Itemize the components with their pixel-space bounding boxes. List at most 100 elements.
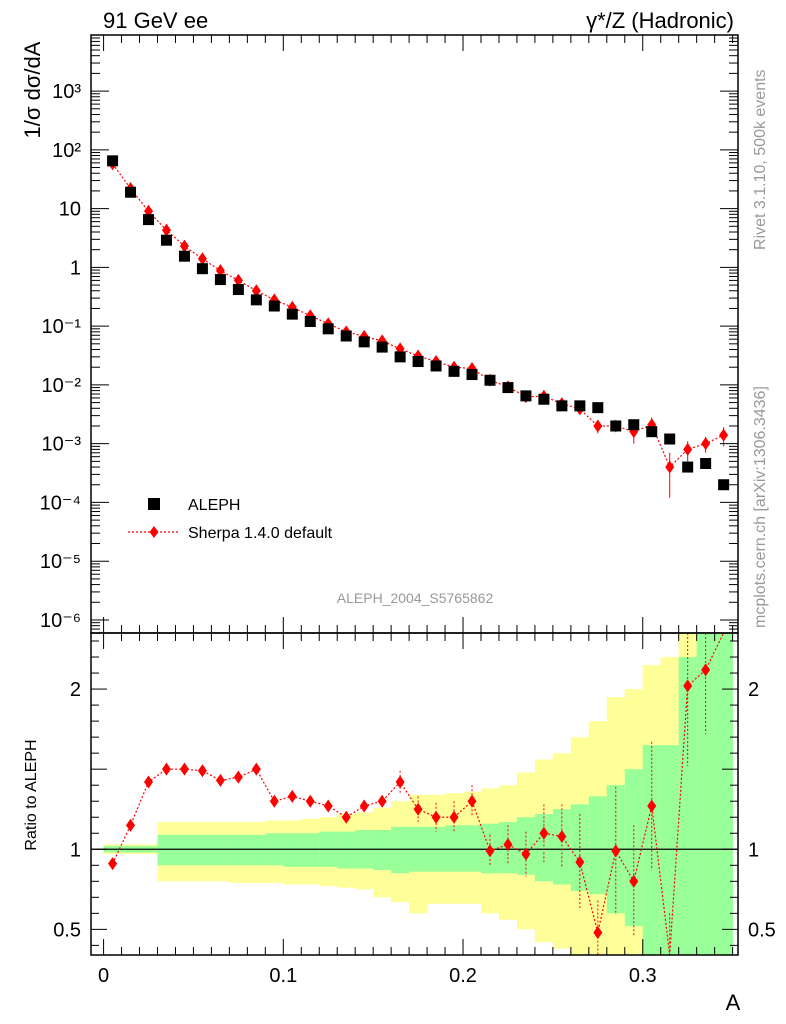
ratio-sherpa-point (449, 810, 459, 824)
tick-label: 1 (748, 839, 759, 861)
axis-tick-labels: 10⁻⁶ 10⁻⁵ 10⁻⁴ 10⁻³ 10⁻² 10⁻¹ 1 10 10² 10³ 0 0.1 0.2… (40, 81, 776, 987)
aleph-point (107, 155, 119, 167)
band-inner-bin (229, 834, 248, 866)
ratio-sherpa-point (215, 773, 225, 787)
aleph-point (628, 419, 640, 431)
ratio-sherpa-point (251, 762, 261, 776)
band-inner-bin (193, 834, 212, 866)
aleph-point (484, 374, 496, 386)
tick-label: 1 (70, 839, 81, 861)
ratio-sherpa-point (575, 855, 585, 869)
main-data-series (107, 155, 730, 491)
ratio-sherpa-point (539, 826, 549, 840)
band-inner-bin (391, 826, 410, 874)
main-plot-frame (90, 34, 739, 634)
ratio-sherpa-point (611, 844, 621, 858)
sherpa-point (665, 460, 675, 474)
ratio-sherpa-point (126, 818, 136, 832)
ratio-sherpa-point (341, 810, 351, 824)
band-inner-bin (301, 833, 320, 867)
aleph-point (448, 365, 460, 377)
aleph-point (502, 382, 514, 394)
ratio-sherpa-point (683, 679, 693, 693)
band-inner-bin (337, 831, 356, 869)
tick-label: 10⁻¹ (42, 316, 82, 338)
tick-label: 10⁻⁵ (40, 551, 81, 573)
ratio-sherpa-point (467, 794, 477, 808)
aleph-point (682, 461, 694, 473)
band-inner-bin (696, 633, 716, 955)
ratio-sherpa-point (108, 857, 118, 871)
ratio-sherpa-point (287, 789, 297, 803)
ratio-sherpa-point (593, 926, 603, 940)
aleph-point (718, 479, 730, 491)
band-inner-bin (373, 830, 392, 871)
ratio-sherpa-point (323, 799, 333, 813)
aleph-point (340, 330, 352, 342)
aleph-point (610, 420, 622, 432)
band-inner-bin (157, 834, 176, 866)
sherpa-point (215, 264, 225, 278)
tick-label: 2 (70, 679, 81, 701)
ratio-sherpa-point (377, 794, 387, 808)
aleph-point (376, 341, 388, 353)
tick-label: 0.5 (748, 919, 776, 941)
aleph-point (304, 315, 316, 327)
tick-label: 10³ (52, 81, 81, 103)
aleph-point (160, 234, 172, 246)
sherpa-point (593, 419, 603, 433)
sherpa-point (719, 428, 729, 442)
ratio-y-axis-label: Ratio to ALEPH (23, 739, 40, 850)
band-inner-bin (463, 825, 482, 872)
band-inner-bin (175, 834, 194, 866)
ratio-plot-frame (90, 632, 739, 956)
ratio-uncertainty-bands (103, 633, 734, 955)
legend-label-aleph: ALEPH (188, 497, 240, 514)
aleph-point (466, 369, 478, 381)
ratio-sherpa-point (305, 794, 315, 808)
sherpa-point (179, 239, 189, 253)
ratio-sherpa-point (647, 799, 657, 813)
mcplots-label: mcplots.cern.ch [arXiv:1306.3436] (752, 386, 769, 628)
ratio-sherpa-point (144, 775, 154, 789)
tick-label: 0.5 (53, 919, 81, 941)
tick-label: 10⁻⁴ (40, 492, 81, 514)
aleph-point (394, 351, 406, 363)
aleph-point (592, 402, 604, 414)
ratio-sherpa-point (197, 764, 207, 778)
band-inner-bin (714, 633, 734, 955)
ratio-sherpa-point (557, 829, 567, 843)
legend-marker-sherpa (149, 526, 159, 538)
aleph-point (574, 400, 586, 412)
main-mc-series (108, 157, 729, 498)
tick-label: 1 (70, 257, 81, 279)
ratio-sherpa-point (629, 874, 639, 888)
aleph-point (556, 400, 568, 412)
tick-label: 10⁻² (42, 375, 82, 397)
band-inner-bin (588, 796, 608, 895)
tick-label: 10 (59, 199, 81, 221)
band-inner-bin (552, 809, 572, 885)
sherpa-point (251, 284, 261, 298)
legend-label-sherpa: Sherpa 1.4.0 default (188, 525, 333, 542)
tick-label: 0.1 (269, 965, 297, 987)
header-right: γ*/Z (Hadronic) (586, 8, 734, 33)
band-inner-bin (516, 817, 536, 875)
ratio-sherpa-point (503, 837, 513, 851)
aleph-point (196, 263, 208, 275)
ratio-sherpa-point (233, 770, 243, 784)
legend-marker-aleph (148, 498, 160, 510)
legend: ALEPH Sherpa 1.4.0 default (128, 497, 333, 542)
band-inner-bin (247, 834, 266, 866)
band-inner-bin (624, 769, 644, 927)
rivet-version-label: Rivet 3.1.10, 500k events (752, 69, 769, 250)
tick-label: 10⁻³ (42, 434, 82, 456)
ratio-mc-series (108, 632, 725, 956)
ratio-sherpa-point (431, 810, 441, 824)
main-y-axis-label: 1/σ dσ/dA (20, 41, 45, 138)
tick-label: 10⁻⁶ (40, 610, 81, 632)
tick-label: 10² (52, 140, 81, 162)
sherpa-point (197, 252, 207, 266)
aleph-point (232, 284, 244, 296)
